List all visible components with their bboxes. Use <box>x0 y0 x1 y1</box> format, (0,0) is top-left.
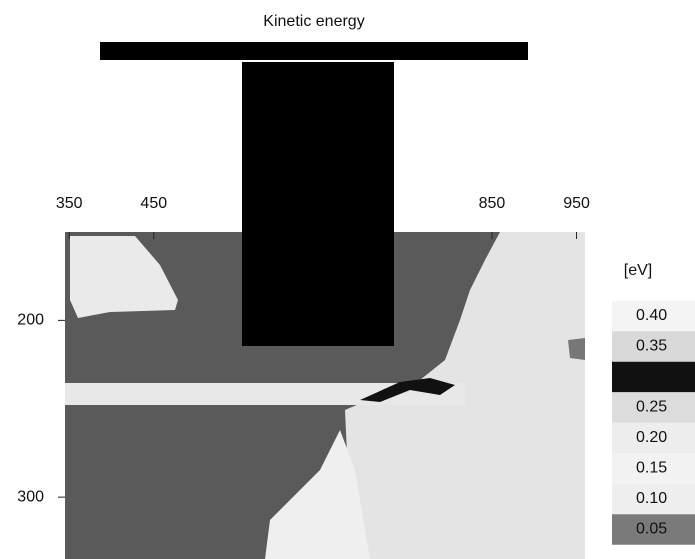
x-tick-label: 850 <box>479 195 506 212</box>
colorbar-label: 0.05 <box>636 521 667 538</box>
colorbar-label: 0.10 <box>636 490 667 507</box>
chart: Kinetic energy [eV] 350 450 850 950 200 300 0.… <box>0 0 695 559</box>
chart-title: Kinetic energy <box>263 13 364 30</box>
colorbar-label: 0.40 <box>636 307 667 324</box>
colorbar-label: 0.35 <box>636 338 667 355</box>
colorbar-label: 0.30 <box>636 368 667 385</box>
colorbar-label: 0.20 <box>636 429 667 446</box>
y-tick-label: 300 <box>17 488 44 505</box>
x-tick-label: 350 <box>56 195 83 212</box>
colorbar-label: 0.15 <box>636 460 667 477</box>
colorbar-label: 0.25 <box>636 399 667 416</box>
redaction-bar <box>100 42 528 60</box>
region-edge <box>568 338 585 360</box>
x-tick-label: 450 <box>140 195 167 212</box>
colorbar-title: [eV] <box>624 262 652 279</box>
x-tick-label: 950 <box>563 195 590 212</box>
redaction-box <box>242 62 394 346</box>
y-tick-label: 200 <box>17 312 44 329</box>
